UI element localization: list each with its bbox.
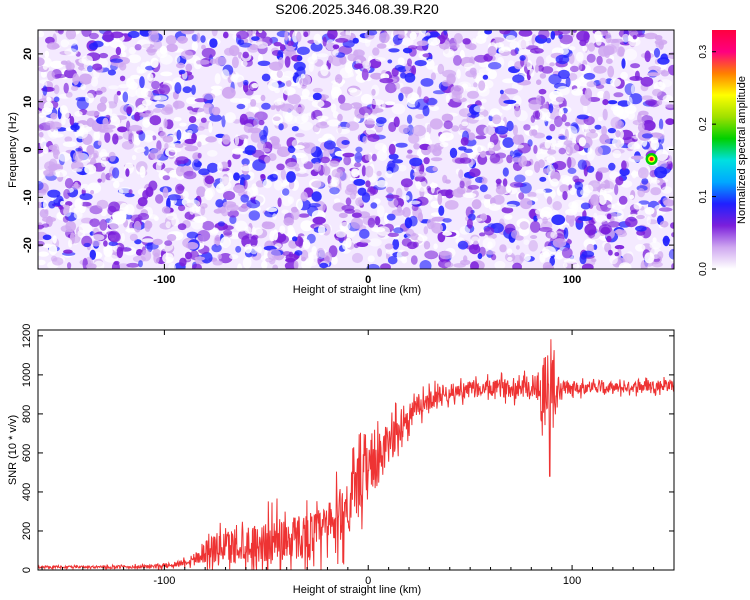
colorbar-tick-1: 0.1 [698, 189, 709, 203]
snr-y-ticks: 0 200 400 600 800 1000 1200 [21, 324, 674, 573]
snr-frame [38, 330, 674, 570]
colorbar-tick-2: 0.2 [698, 117, 709, 131]
snr-y-tick-3: 600 [21, 444, 33, 462]
colorbar-tick-0: 0.0 [698, 262, 709, 276]
heatmap-x-tick-0: -100 [153, 274, 175, 286]
snr-y-tick-2: 400 [21, 483, 33, 501]
colorbar-ticks: 0.0 0.1 0.2 0.3 [698, 44, 716, 276]
snr-y-tick-4: 800 [21, 405, 33, 423]
snr-x-ticks: -100 0 100 [41, 330, 675, 587]
heatmap-x-label: Height of straight line (km) [293, 284, 421, 296]
snr-series-line [37, 339, 675, 571]
snr-y-label: SNR (10 * v/v) [7, 415, 19, 485]
heatmap-y-ticks: -20 -10 0 10 20 [22, 48, 674, 253]
snr-y-tick-5: 1000 [21, 363, 33, 387]
snr-y-tick-1: 200 [21, 522, 33, 540]
colorbar: 0.0 0.1 0.2 0.3 Normalized spectral amplitu… [698, 30, 748, 276]
snr-y-tick-6: 1200 [21, 324, 33, 348]
heatmap-y-label: Frequency (Hz) [7, 112, 19, 188]
colorbar-label: Normalized spectral amplitude [736, 76, 748, 224]
snr-x-label: Height of straight line (km) [293, 584, 421, 596]
heatmap-y-tick-2: 0 [22, 146, 34, 152]
heatmap-x-ticks: -100 0 100 [153, 30, 581, 286]
snr-y-tick-0: 0 [21, 567, 33, 573]
heatmap-x-tick-1: 0 [365, 274, 371, 286]
colorbar-tick-3: 0.3 [698, 44, 709, 58]
snr-panel: -100 0 100 0 200 400 600 800 1000 1200 Height of… [7, 324, 675, 596]
colorbar-gradient [712, 30, 736, 269]
snr-x-tick-2: 100 [563, 575, 581, 587]
snr-x-tick-0: -100 [153, 575, 175, 587]
snr-x-tick-1: 0 [365, 575, 371, 587]
heatmap-field [38, 30, 674, 269]
heatmap-y-tick-1: -10 [22, 189, 34, 205]
heatmap-y-tick-0: -20 [22, 237, 34, 253]
heatmap-x-tick-2: 100 [563, 274, 581, 286]
heatmap-y-tick-4: 20 [22, 48, 34, 60]
heatmap-y-tick-3: 10 [22, 96, 34, 108]
chart-title: S206.2025.346.08.39.R20 [275, 1, 439, 17]
